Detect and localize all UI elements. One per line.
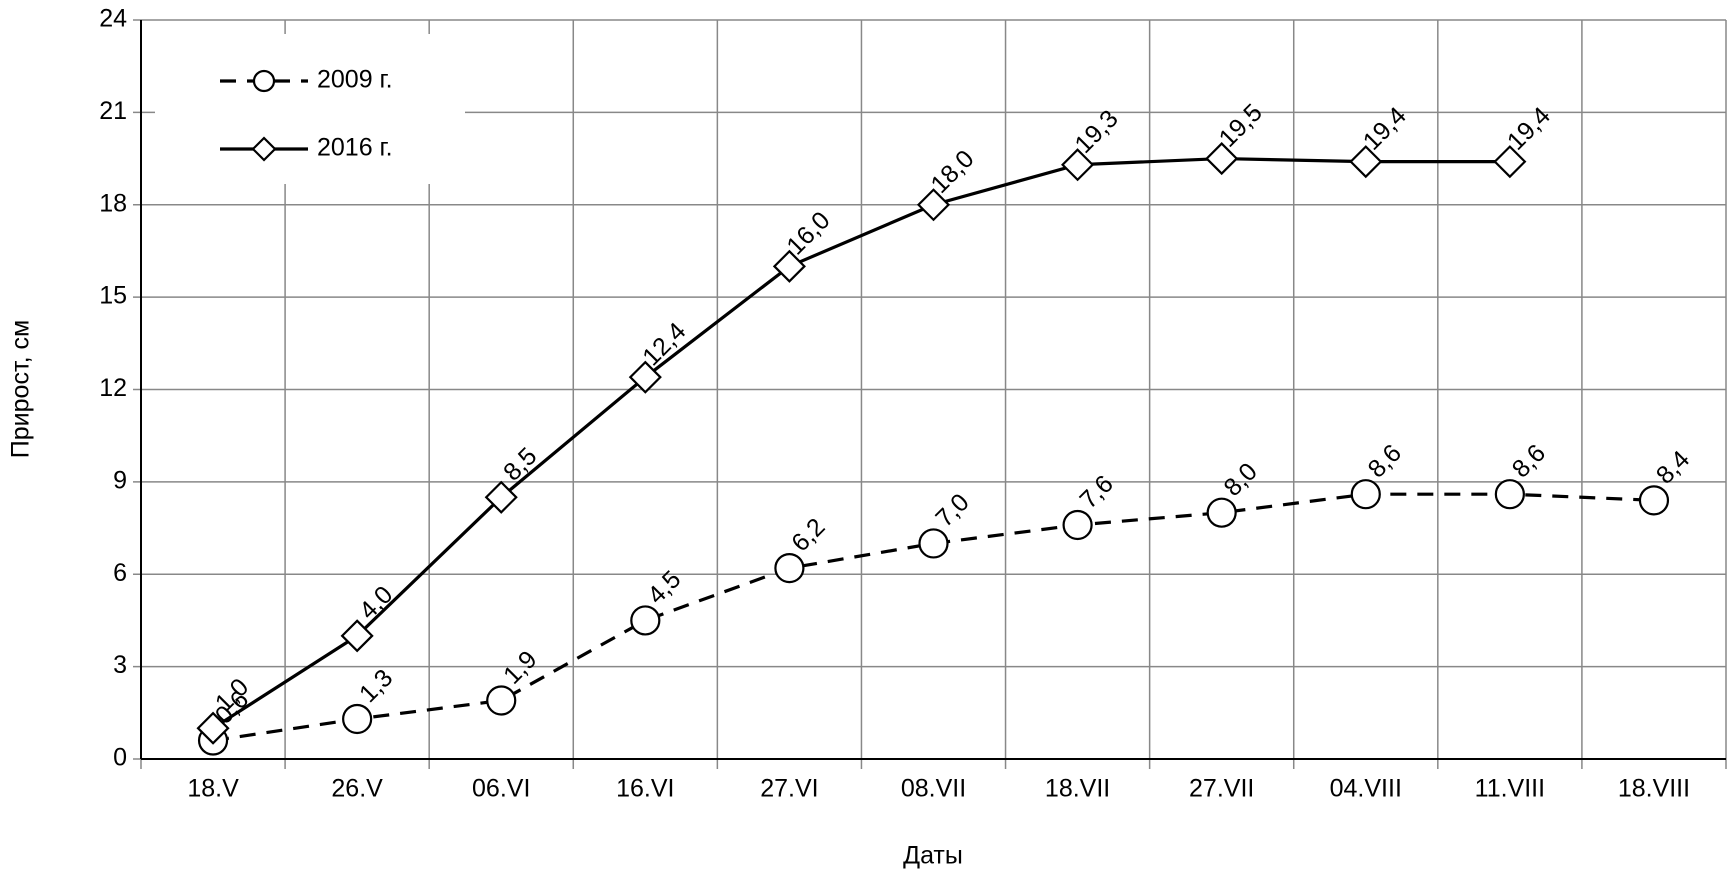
data-point xyxy=(1061,148,1095,182)
y-tick-label: 0 xyxy=(113,744,127,772)
data-point xyxy=(774,552,805,584)
data-label: 8,4 xyxy=(1651,445,1695,489)
data-label: 8,0 xyxy=(1219,457,1263,501)
data-point xyxy=(1205,142,1239,176)
x-tick-label: 18.VII xyxy=(1045,775,1110,803)
y-tick-label: 9 xyxy=(113,466,127,494)
data-point xyxy=(1206,497,1237,528)
data-point xyxy=(484,480,518,514)
data-label: 6,2 xyxy=(786,513,830,557)
x-tick-label: 16.VI xyxy=(616,775,674,803)
data-label: 1,3 xyxy=(354,664,398,708)
x-tick-label: 11.VIII xyxy=(1475,775,1545,803)
legend-marker xyxy=(252,69,276,93)
y-tick-label: 6 xyxy=(113,559,127,587)
data-point xyxy=(628,360,662,394)
legend-background xyxy=(155,34,465,184)
data-point xyxy=(772,249,806,283)
data-point xyxy=(342,703,373,735)
y-axis-title: Прирост, см xyxy=(7,320,35,458)
y-tick-label: 18 xyxy=(99,189,127,217)
x-tick-label: 08.VII xyxy=(901,775,966,803)
y-tick-label: 12 xyxy=(99,374,127,402)
data-point xyxy=(1062,509,1093,541)
data-label: 8,6 xyxy=(1363,439,1407,483)
data-line xyxy=(212,156,1510,730)
data-label: 8,6 xyxy=(1507,439,1551,483)
data-label: 7,0 xyxy=(930,488,974,532)
data-point xyxy=(486,685,517,716)
x-tick-label: 06.VI xyxy=(472,775,530,803)
y-tick-label: 21 xyxy=(99,97,127,125)
x-tick-label: 27.VII xyxy=(1189,775,1254,803)
data-point xyxy=(1349,145,1383,179)
data-point xyxy=(630,605,661,636)
data-point xyxy=(340,619,374,653)
x-tick-label: 18.V xyxy=(187,775,239,803)
data-label: 4,5 xyxy=(642,565,686,609)
data-point xyxy=(1493,145,1527,179)
data-point xyxy=(196,711,230,745)
data-point xyxy=(1638,485,1670,516)
data-label: 8,5 xyxy=(498,442,542,486)
data-point xyxy=(1350,479,1381,510)
data-label: 4,0 xyxy=(354,581,398,625)
legend-label: 2016 г. xyxy=(317,134,393,162)
y-tick-label: 24 xyxy=(99,5,127,33)
x-axis-title: Даты xyxy=(903,842,963,870)
x-tick-label: 26.V xyxy=(331,775,383,803)
data-label: 7,6 xyxy=(1074,470,1118,514)
x-tick-label: 27.VI xyxy=(760,775,818,803)
data-point xyxy=(918,528,949,559)
x-tick-label: 18.VIII xyxy=(1618,775,1690,803)
data-point xyxy=(1494,479,1525,510)
legend-label: 2009 г. xyxy=(317,66,393,94)
data-point xyxy=(916,188,951,222)
x-tick-label: 04.VIII xyxy=(1330,775,1402,803)
y-tick-label: 15 xyxy=(99,282,127,310)
legend-marker xyxy=(251,136,277,162)
y-tick-label: 3 xyxy=(113,651,127,679)
